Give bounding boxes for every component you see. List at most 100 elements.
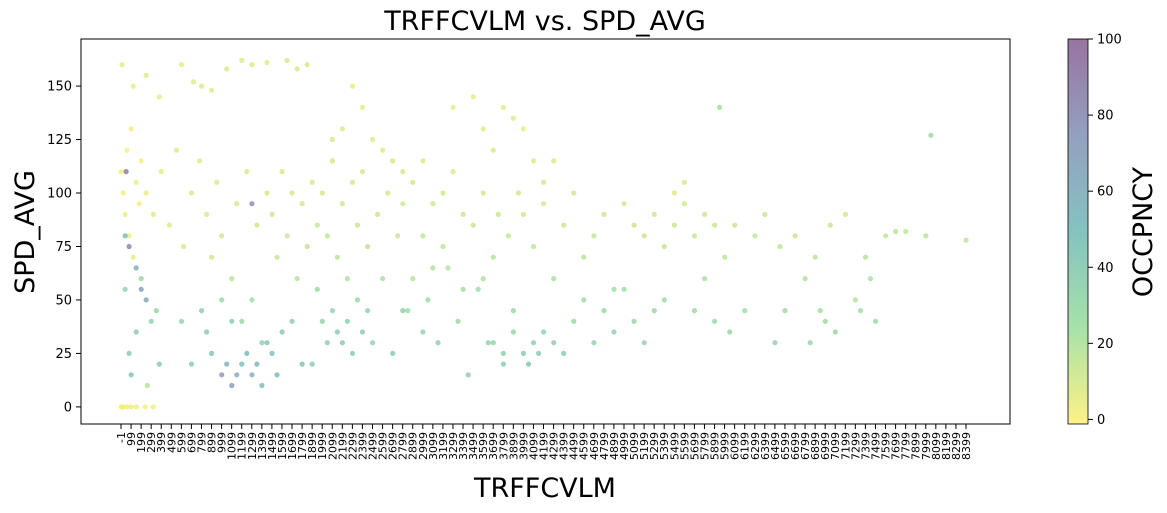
scatter-point: [204, 329, 210, 335]
scatter-point: [651, 211, 657, 217]
scatter-point: [510, 329, 516, 335]
x-axis-ticks: -199199299399499599699799899999109911991…: [115, 424, 973, 460]
scatter-point: [611, 329, 617, 335]
x-tick-label: 4599: [578, 432, 591, 460]
scatter-point: [120, 404, 126, 410]
scatter-point: [329, 136, 335, 143]
x-tick-label: 3299: [447, 432, 460, 460]
scatter-point: [254, 222, 260, 228]
scatter-point: [244, 350, 250, 356]
x-tick-label: 3199: [437, 432, 450, 460]
x-tick-label: 7899: [910, 432, 923, 460]
x-tick-label: 3899: [507, 432, 520, 460]
scatter-point: [126, 350, 132, 356]
scatter-point: [299, 201, 305, 207]
scatter-point: [500, 361, 506, 367]
scatter-point: [777, 243, 783, 250]
x-tick-label: 2299: [346, 432, 359, 460]
scatter-point: [234, 372, 240, 378]
scatter-point: [857, 308, 864, 314]
scatter-point: [324, 233, 330, 239]
x-tick-label: 4399: [558, 432, 571, 460]
scatter-point: [249, 62, 255, 68]
x-tick-label: 499: [165, 432, 178, 453]
x-tick-label: 1299: [246, 432, 259, 460]
x-tick-label: 6699: [789, 432, 802, 460]
scatter-point: [143, 190, 149, 196]
scatter-point: [440, 190, 446, 196]
x-tick-label: 2899: [407, 432, 420, 460]
scatter-point: [289, 318, 295, 324]
scatter-point: [651, 308, 657, 314]
x-tick-label: 5799: [698, 432, 711, 460]
scatter-point: [450, 169, 456, 175]
scatter-point: [244, 169, 250, 175]
scatter-point: [150, 404, 156, 410]
scatter-point: [400, 169, 406, 175]
x-tick-label: 4999: [618, 432, 631, 460]
x-tick-label: 8199: [940, 432, 953, 460]
scatter-point: [631, 222, 637, 228]
scatter-point: [319, 318, 325, 324]
scatter-point: [807, 340, 813, 346]
x-tick-label: 7399: [859, 432, 872, 460]
x-tick-label: 1799: [296, 432, 309, 460]
scatter-point: [166, 222, 172, 228]
scatter-point: [344, 276, 350, 282]
scatter-point: [480, 276, 486, 282]
scatter-point: [465, 372, 471, 378]
scatter-point: [450, 104, 456, 110]
scatter-point: [284, 57, 290, 64]
scatter-point: [923, 233, 929, 239]
scatter-point: [702, 276, 708, 282]
scatter-point: [339, 201, 345, 207]
scatter-point: [641, 340, 647, 346]
scatter-point: [621, 201, 627, 207]
scatter-point: [420, 158, 426, 164]
scatter-point: [405, 308, 411, 314]
plot-frame: [80, 38, 1011, 425]
scatter-point: [425, 297, 431, 303]
scatter-point: [359, 329, 366, 335]
x-tick-label: 3099: [427, 432, 440, 460]
y-tick-label: 50: [55, 293, 72, 308]
scatter-point: [455, 318, 461, 324]
x-tick-label: 2499: [366, 432, 379, 460]
scatter-point: [867, 276, 874, 282]
x-tick-label: 3499: [467, 432, 480, 460]
x-tick-label: 7099: [829, 432, 842, 460]
scatter-point: [150, 211, 156, 217]
scatter-point: [173, 147, 179, 153]
colorbar-tick-label: 0: [1097, 413, 1105, 428]
scatter-point: [128, 372, 134, 378]
scatter-point: [199, 308, 205, 314]
scatter-point: [156, 361, 162, 367]
y-tick-label: 125: [47, 133, 72, 148]
scatter-point: [130, 83, 136, 89]
x-tick-label: 1199: [236, 432, 249, 460]
scatter-point: [304, 62, 310, 68]
scatter-point: [903, 228, 909, 235]
x-tick-label: 5999: [719, 432, 732, 460]
x-tick-label: 899: [206, 432, 219, 453]
scatter-point: [530, 158, 537, 164]
scatter-point: [490, 147, 496, 153]
scatter-point: [963, 237, 969, 243]
scatter-point: [430, 201, 436, 207]
scatter-point: [802, 276, 808, 282]
scatter-points: [118, 57, 969, 410]
x-tick-label: 1499: [266, 432, 279, 460]
scatter-point: [928, 132, 934, 138]
scatter-point: [214, 179, 220, 185]
x-tick-label: 5699: [688, 432, 701, 460]
x-tick-label: 2799: [397, 432, 410, 460]
scatter-point: [219, 372, 225, 378]
scatter-point: [485, 340, 491, 346]
x-tick-label: 3399: [457, 432, 470, 460]
scatter-point: [581, 254, 587, 260]
scatter-point: [827, 222, 833, 228]
scatter-point: [264, 190, 270, 196]
x-tick-label: 4099: [527, 432, 540, 460]
scatter-point: [264, 340, 270, 346]
scatter-point: [259, 382, 265, 389]
